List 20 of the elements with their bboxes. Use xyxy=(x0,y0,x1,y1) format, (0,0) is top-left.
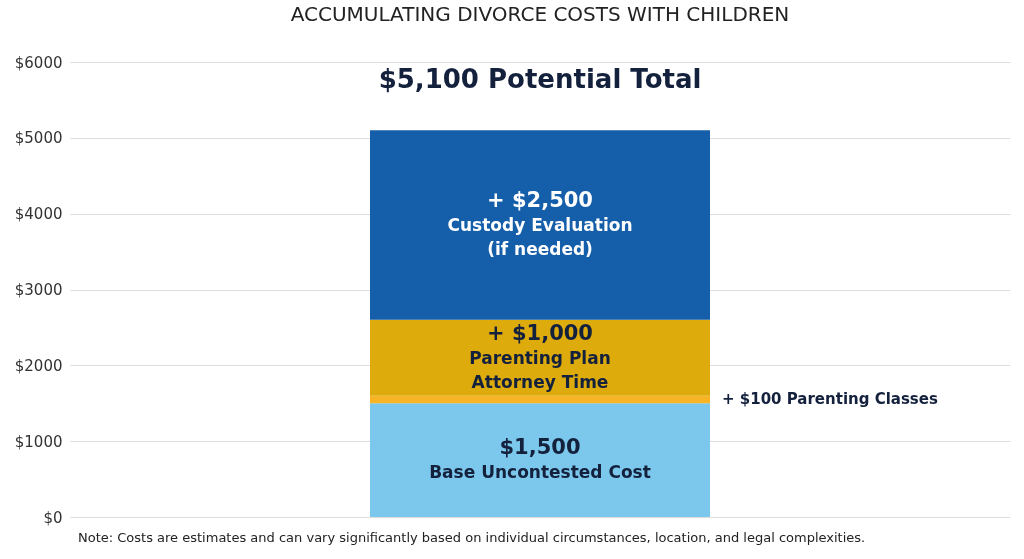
y-tick-label: $5000 xyxy=(14,129,63,148)
chart-title: ACCUMULATING DIVORCE COSTS WITH CHILDREN xyxy=(290,2,790,26)
total-label: $5,100 Potential Total xyxy=(378,64,702,95)
data-label: $1,500 xyxy=(499,435,581,460)
y-tick-label: $4000 xyxy=(14,205,63,224)
y-tick-label: $0 xyxy=(43,508,63,527)
bar xyxy=(370,130,710,320)
series-label: Parenting Plan Attorney Time xyxy=(469,347,611,392)
text: + $100 Parenting Classes xyxy=(722,390,938,409)
y-tick-label: $1000 xyxy=(14,432,63,451)
y-tick-label: $3000 xyxy=(14,281,63,299)
data-label: + $1,000 xyxy=(487,320,593,345)
series-label: Base Uncontested Cost xyxy=(429,462,651,483)
bar xyxy=(370,403,710,517)
y-tick-label: $2000 xyxy=(14,356,63,375)
series-label: Custody Evaluation (if needed) xyxy=(447,215,633,260)
data-label: + $2,500 xyxy=(487,188,593,213)
y-tick-label: $6000 xyxy=(14,53,63,72)
text: Note: Costs are estimates and can vary significantly based on individual circumstances, location, and legal complexities. xyxy=(78,530,866,545)
bar xyxy=(370,395,710,404)
